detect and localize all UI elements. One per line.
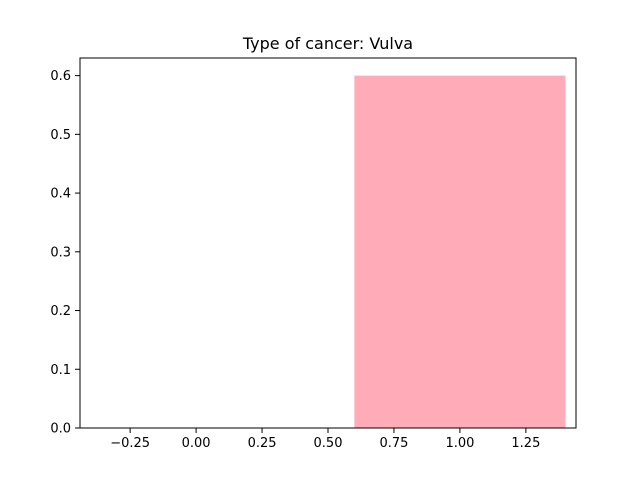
x-tick-label: 0.00 xyxy=(182,436,211,451)
axes-layer: −0.25 0.00 0.25 0.50 0.75 1.00 1.25 0.0 0.1 0.2 0.… xyxy=(50,69,540,451)
y-tick-label: 0.2 xyxy=(50,304,71,319)
x-tick-label: 0.50 xyxy=(314,436,343,451)
bar-0 xyxy=(354,75,566,428)
y-tick-label: 0.5 xyxy=(50,128,71,143)
x-tick-label: −0.25 xyxy=(110,436,150,451)
x-tick-label: 1.00 xyxy=(445,436,474,451)
bars-layer xyxy=(354,75,566,428)
y-tick-label: 0.6 xyxy=(50,69,71,84)
y-tick-label: 0.4 xyxy=(50,187,71,202)
x-tick-label: 0.25 xyxy=(248,436,277,451)
x-tick-label: 1.25 xyxy=(511,436,540,451)
x-tick-label: 0.75 xyxy=(379,436,408,451)
chart-title: Type of cancer: Vulva xyxy=(242,34,413,53)
y-tick-label: 0.0 xyxy=(50,422,71,437)
y-tick-label: 0.3 xyxy=(50,245,71,260)
y-tick-label: 0.1 xyxy=(50,363,71,378)
plot-frame xyxy=(79,57,577,429)
